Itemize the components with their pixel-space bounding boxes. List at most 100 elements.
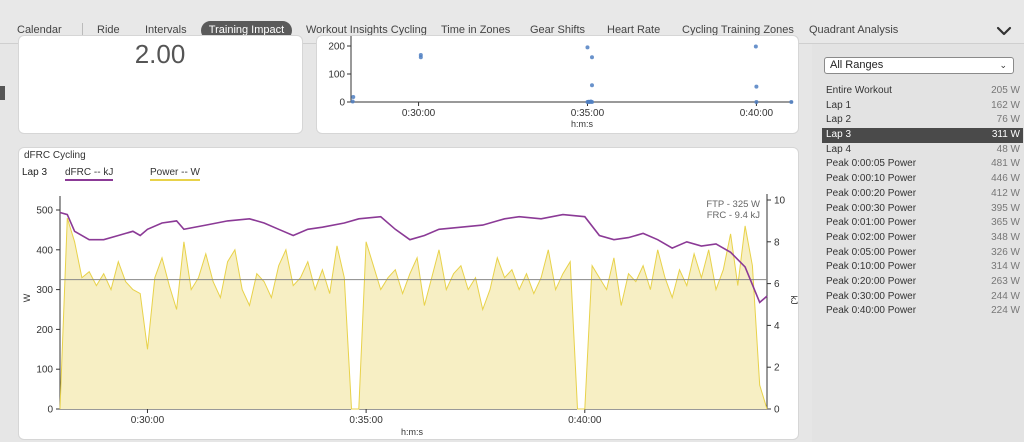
range-label: Entire Workout (826, 85, 892, 96)
x-tick-label: 0:30:00 (402, 108, 436, 119)
x-tick-label: 0:30:00 (131, 415, 165, 426)
scatter-point (789, 100, 794, 104)
range-label: Peak 0:00:30 Power (826, 202, 917, 214)
range-label: Lap 2 (826, 114, 852, 126)
range-row[interactable]: Peak 0:00:05 Power 481 W (822, 157, 1023, 172)
range-value: 481 W (991, 158, 1020, 170)
legend-power[interactable]: Power -- W (150, 167, 200, 181)
range-label: Peak 0:00:20 Power (826, 187, 917, 199)
range-value: 224 W (991, 305, 1020, 317)
metric-value: 2.00 (134, 39, 186, 69)
range-value: 365 W (991, 217, 1020, 229)
chevron-down-icon[interactable] (994, 22, 1014, 40)
tab-calendar[interactable]: Calendar (17, 24, 62, 36)
range-selector-value: All Ranges (830, 59, 884, 71)
range-row[interactable]: Peak 0:02:00 Power 348 W (822, 231, 1023, 246)
range-value: 263 W (991, 275, 1020, 287)
range-value: 205 W (991, 85, 1020, 96)
range-row[interactable]: Peak 0:05:00 Power 326 W (822, 246, 1023, 261)
range-label: Peak 0:00:05 Power (826, 158, 917, 170)
y-tick-label: 100 (328, 70, 345, 81)
scatter-chart: 0 100 200 0:30:00 0:35:00 0:40:00 h:m:s (328, 36, 794, 129)
scatter-panel: 0 100 200 0:30:00 0:35:00 0:40:00 h:m:s (316, 35, 799, 134)
y-tick-label-left: 500 (36, 206, 53, 217)
lap-label: Lap 3 (22, 167, 48, 178)
range-value: 76 W (996, 114, 1020, 126)
y-tick-label-left: 100 (36, 365, 53, 376)
range-row[interactable]: Peak 0:30:00 Power 244 W (822, 290, 1023, 305)
tab-time-in-zones[interactable]: Time in Zones (441, 24, 511, 36)
left-edge (0, 44, 8, 442)
tab-heart-rate[interactable]: Heart Rate (607, 24, 661, 36)
y-axis-label-right: kJ (789, 296, 799, 305)
y-tick-label-left: 0 (47, 405, 53, 416)
range-row[interactable]: Peak 0:10:00 Power 314 W (822, 260, 1023, 275)
y-tick-label-left: 200 (36, 325, 53, 336)
tab-gear-shifts[interactable]: Gear Shifts (530, 24, 586, 36)
range-row[interactable]: Peak 0:20:00 Power 263 W (822, 275, 1023, 290)
range-row[interactable]: Peak 0:00:30 Power 395 W (822, 202, 1023, 217)
range-selector[interactable]: All Ranges ⌄ (824, 57, 1014, 74)
range-row[interactable]: Lap 1 162 W (822, 99, 1023, 114)
y-tick-label-right: 6 (774, 279, 780, 290)
range-value: 311 W (991, 129, 1020, 141)
range-value: 314 W (991, 261, 1020, 273)
chevron-down-icon: ⌄ (999, 60, 1007, 70)
frc-label: FRC - 9.4 kJ (706, 210, 760, 221)
range-value: 412 W (991, 187, 1020, 199)
x-axis-label: h:m:s (571, 119, 594, 129)
range-value: 244 W (991, 290, 1020, 302)
y-axis-label-left: W (22, 293, 32, 302)
range-label: Peak 0:30:00 Power (826, 290, 917, 302)
range-row[interactable]: Lap 2 76 W (822, 113, 1023, 128)
range-label: Lap 1 (826, 99, 852, 111)
range-label: Peak 0:20:00 Power (826, 275, 917, 287)
range-label: Lap 3 (826, 129, 852, 141)
legend-dfrc[interactable]: dFRC -- kJ (65, 167, 114, 181)
range-row[interactable]: Peak 0:00:10 Power 446 W (822, 172, 1023, 187)
y-tick-label-left: 400 (36, 245, 53, 256)
scatter-point (585, 45, 590, 50)
scatter-point (418, 52, 423, 57)
range-row[interactable]: Entire Workout 205 W (822, 84, 1023, 99)
range-value: 326 W (991, 246, 1020, 258)
range-value: 395 W (991, 202, 1020, 214)
range-row[interactable]: Lap 4 48 W (822, 143, 1023, 158)
scatter-point (589, 55, 594, 60)
range-label: Peak 0:01:00 Power (826, 217, 917, 229)
x-tick-label: 0:40:00 (740, 108, 774, 119)
panel-title: dFRC Cycling (24, 150, 86, 161)
range-value: 48 W (996, 143, 1020, 155)
tab-cycling-training-zones[interactable]: Cycling Training Zones (682, 24, 794, 36)
metric-panel: 2.00 (18, 35, 303, 134)
range-label: Peak 0:40:00 Power (826, 305, 917, 317)
range-row[interactable]: Peak 0:01:00 Power 365 W (822, 216, 1023, 231)
tab-quadrant-analysis[interactable]: Quadrant Analysis (809, 24, 899, 36)
dfrc-line (59, 211, 768, 304)
ftp-label: FTP - 325 W (706, 199, 760, 210)
range-label: Peak 0:05:00 Power (826, 246, 917, 258)
range-label: Peak 0:02:00 Power (826, 231, 917, 243)
scatter-point (753, 44, 758, 49)
range-list: Entire Workout 205 W Lap 1 162 W Lap 2 76 W La… (822, 84, 1023, 319)
y-tick-label: 200 (328, 42, 345, 53)
tab-ride[interactable]: Ride (97, 24, 120, 36)
range-row[interactable]: Peak 0:40:00 Power 224 W (822, 304, 1023, 319)
y-tick-label-left: 300 (36, 285, 53, 296)
range-row[interactable]: Peak 0:00:20 Power 412 W (822, 187, 1023, 202)
tab-intervals[interactable]: Intervals (145, 24, 187, 36)
tab-workout-insights-cycling[interactable]: Workout Insights Cycling (306, 24, 427, 36)
scatter-point (589, 83, 594, 88)
ranges-sidebar: All Ranges ⌄ Entire Workout 205 W Lap 1 162… (812, 44, 1024, 442)
range-value: 348 W (991, 231, 1020, 243)
range-label: Peak 0:10:00 Power (826, 261, 917, 273)
scatter-point (589, 100, 594, 104)
y-tick-label: 0 (339, 98, 345, 109)
y-tick-label-right: 8 (774, 237, 780, 248)
tab-separator (82, 23, 83, 38)
scatter-point (351, 94, 356, 99)
range-row[interactable]: Lap 3 311 W (822, 128, 1023, 143)
dfrc-chart: 0 100 200 300 400 500 0 2 4 6 8 10 0:30:00 0:35:00 0:4… (22, 194, 799, 437)
y-tick-label-right: 0 (774, 405, 780, 416)
left-splitter-handle[interactable] (0, 86, 5, 100)
